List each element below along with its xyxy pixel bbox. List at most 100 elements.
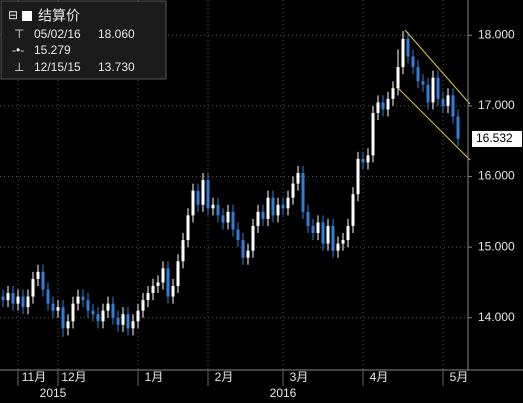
candle-body: [121, 314, 125, 325]
candle-body: [371, 112, 375, 156]
candle-body: [206, 180, 210, 209]
y-tick-label: 18.000: [478, 27, 515, 41]
candle-body: [21, 296, 25, 308]
candle-body: [106, 303, 110, 311]
candle-body: [321, 222, 325, 244]
candle-body: [431, 77, 435, 103]
x-tick-label: 4月: [370, 370, 389, 384]
x-tick-label: 3月: [290, 370, 309, 384]
legend-high: 18.060: [98, 27, 135, 41]
legend-swatch: [22, 11, 32, 21]
candle-body: [46, 289, 50, 304]
candle-body: [306, 211, 310, 226]
candle-body: [246, 250, 250, 258]
candle-body: [366, 155, 370, 163]
x-tick-label: 12月: [61, 370, 86, 384]
candle-body: [411, 56, 415, 68]
candle-body: [456, 116, 460, 139]
legend-symbol: ⊥: [14, 60, 24, 74]
candle-body: [376, 102, 380, 113]
candle-body: [271, 197, 275, 216]
legend-symbol: -•-: [12, 43, 24, 57]
candle-body: [71, 303, 75, 322]
candle-body: [326, 225, 330, 244]
candle-body: [11, 293, 15, 304]
candle-body: [31, 278, 35, 297]
candle-body: [51, 303, 55, 311]
y-tick-label: 17.000: [478, 98, 515, 112]
y-tick-label: 15.000: [478, 239, 515, 253]
candle-body: [76, 296, 80, 304]
candle-body: [406, 38, 410, 57]
candle-body: [211, 204, 215, 209]
y-tick-label: 16.000: [478, 169, 515, 183]
candle-body: [81, 296, 85, 301]
year-label: 2016: [270, 386, 297, 400]
candle-body: [311, 225, 315, 234]
candle-body: [381, 102, 385, 110]
candle-body: [1, 296, 5, 301]
candle-body: [451, 95, 455, 117]
candle-body: [146, 293, 150, 301]
candle-body: [196, 190, 200, 205]
candle-body: [441, 98, 445, 106]
candle-body: [236, 229, 240, 241]
legend-low: 13.730: [98, 60, 135, 74]
candle-body: [401, 38, 405, 68]
candle-body: [91, 310, 95, 315]
candle-body: [181, 240, 185, 262]
candle-body: [86, 300, 90, 311]
candle-body: [166, 268, 170, 297]
candle-body: [161, 268, 165, 283]
x-tick-label: 2月: [215, 370, 234, 384]
last-price-box: [472, 130, 522, 147]
legend: ⊟ 结算价 ⊤ 05/02/16 18.060 -•- 15.279 ⊥ 12/…: [0, 0, 167, 80]
candle-body: [231, 211, 235, 230]
candle-body: [186, 215, 190, 241]
candle-body: [446, 95, 450, 106]
legend-title: 结算价: [38, 8, 80, 24]
candle-body: [176, 261, 180, 286]
candle-body: [66, 321, 70, 329]
candle-body: [156, 282, 160, 286]
candle-body: [436, 77, 440, 99]
candle-body: [261, 211, 265, 219]
candle-body: [6, 293, 10, 301]
candle-body: [216, 204, 220, 216]
legend-high-date: 05/02/16: [34, 27, 81, 41]
candle-body: [36, 271, 40, 279]
candle-body: [241, 240, 245, 258]
candle-body: [61, 307, 65, 329]
candle-body: [426, 84, 430, 103]
candle-body: [421, 81, 425, 85]
candle-body: [301, 172, 305, 212]
candle-body: [111, 303, 115, 318]
candle-body: [136, 310, 140, 322]
x-tick-label: 5月: [450, 370, 469, 384]
candles: [1, 31, 460, 337]
candle-body: [386, 98, 390, 110]
candle-body: [416, 67, 420, 82]
last-price-label: 16.532: [476, 131, 513, 145]
candle-body: [291, 183, 295, 198]
candle-body: [316, 222, 320, 234]
legend-low-date: 12/15/15: [34, 60, 81, 74]
candle-body: [296, 172, 300, 184]
legend-icon: ⊟: [8, 8, 18, 22]
candle-body: [256, 211, 260, 226]
candle-body: [16, 296, 20, 304]
candle-body: [336, 243, 340, 251]
candle-body: [126, 314, 130, 329]
axes: 14.000 15.000 16.000 17.000 18.000 11月 12月 1月 2月…: [17, 27, 522, 400]
candle-body: [26, 296, 30, 308]
x-tick-label: 1月: [145, 370, 164, 384]
candle-body: [276, 204, 280, 216]
candle-body: [151, 285, 155, 294]
candle-body: [281, 204, 285, 209]
candle-body: [116, 317, 120, 325]
candle-body: [356, 158, 360, 195]
candle-body: [266, 197, 270, 219]
x-tick-label: 11月: [22, 370, 46, 384]
candle-body: [201, 180, 205, 205]
